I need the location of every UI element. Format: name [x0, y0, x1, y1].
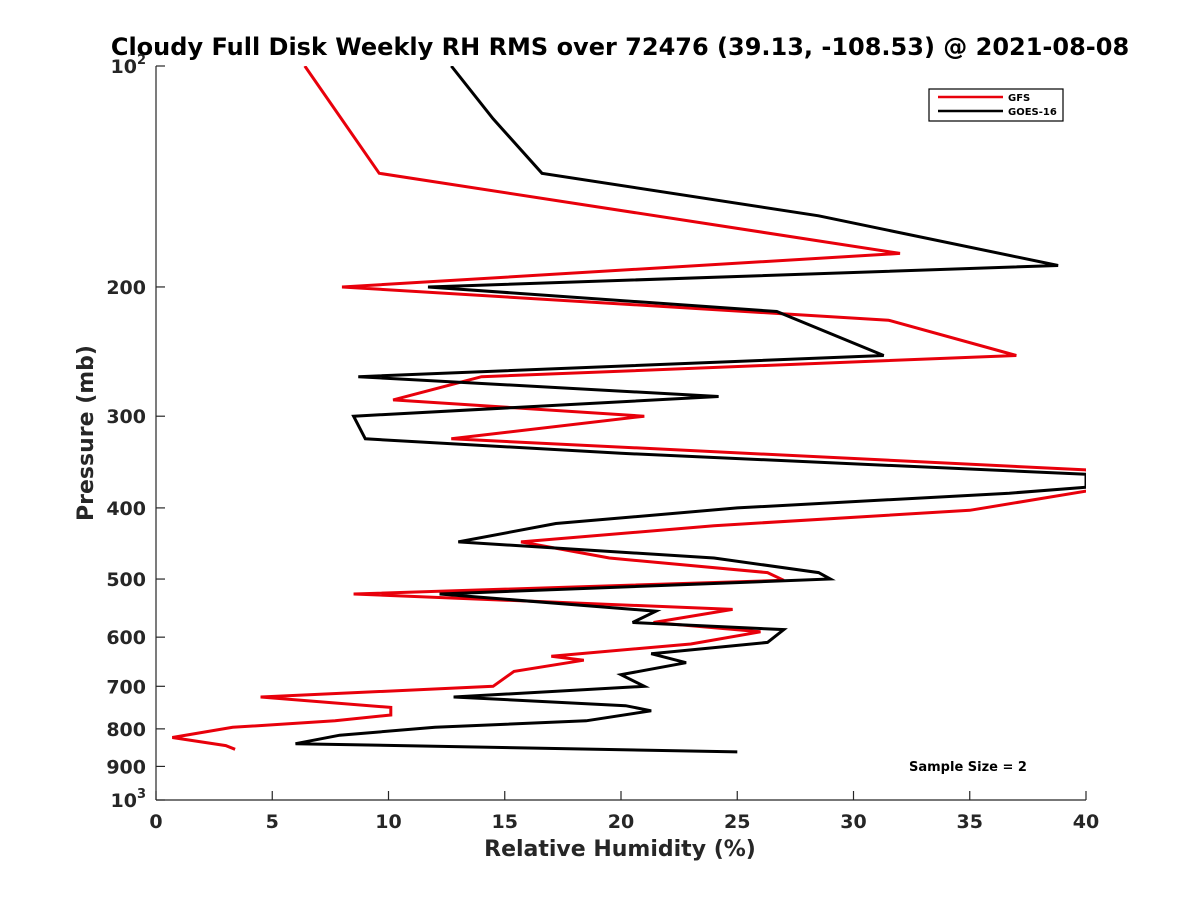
- legend-box: [928, 88, 1064, 122]
- y-tick-label: 200: [106, 277, 146, 299]
- y-ticks: 102 200 300 400 500 600 700 800 900 103: [106, 53, 165, 812]
- chart-title: Cloudy Full Disk Weekly RH RMS over 7247…: [111, 33, 1129, 61]
- x-tick-label: 20: [608, 811, 634, 833]
- y-axis-label: Pressure (mb): [74, 345, 99, 521]
- y-tick-label: 103: [111, 787, 147, 812]
- legend-label-gfs: GFS: [1008, 93, 1030, 104]
- x-tick-label: 25: [724, 811, 750, 833]
- x-tick-label: 35: [957, 811, 983, 833]
- x-axis-label: Relative Humidity (%): [484, 837, 756, 862]
- y-tick-label: 700: [106, 676, 146, 698]
- y-tick-label: 500: [106, 569, 146, 591]
- series-layer: [172, 66, 1086, 754]
- legend-label-goes16: GOES-16: [1008, 107, 1057, 118]
- y-tick-label: 800: [106, 719, 146, 741]
- y-tick-label: 300: [106, 406, 146, 428]
- y-tick-label: 600: [106, 627, 146, 649]
- x-tick-label: 0: [149, 811, 162, 833]
- x-ticks: 0 5 10 15 20 25 30 35 40: [149, 791, 1099, 833]
- x-tick-label: 30: [840, 811, 866, 833]
- x-tick-label: 5: [266, 811, 279, 833]
- x-tick-label: 40: [1073, 811, 1099, 833]
- series-line-goes16: [295, 66, 1086, 754]
- x-tick-label: 15: [492, 811, 518, 833]
- x-tick-label: 10: [375, 811, 401, 833]
- legend: GFS GOES-16: [928, 88, 1064, 122]
- y-tick-label: 900: [106, 756, 146, 778]
- sample-size-annotation: Sample Size = 2: [909, 760, 1027, 775]
- series-line-gfs: [172, 66, 1086, 751]
- y-tick-label: 102: [111, 53, 147, 78]
- y-tick-label: 400: [106, 498, 146, 520]
- axes: [155, 66, 1086, 801]
